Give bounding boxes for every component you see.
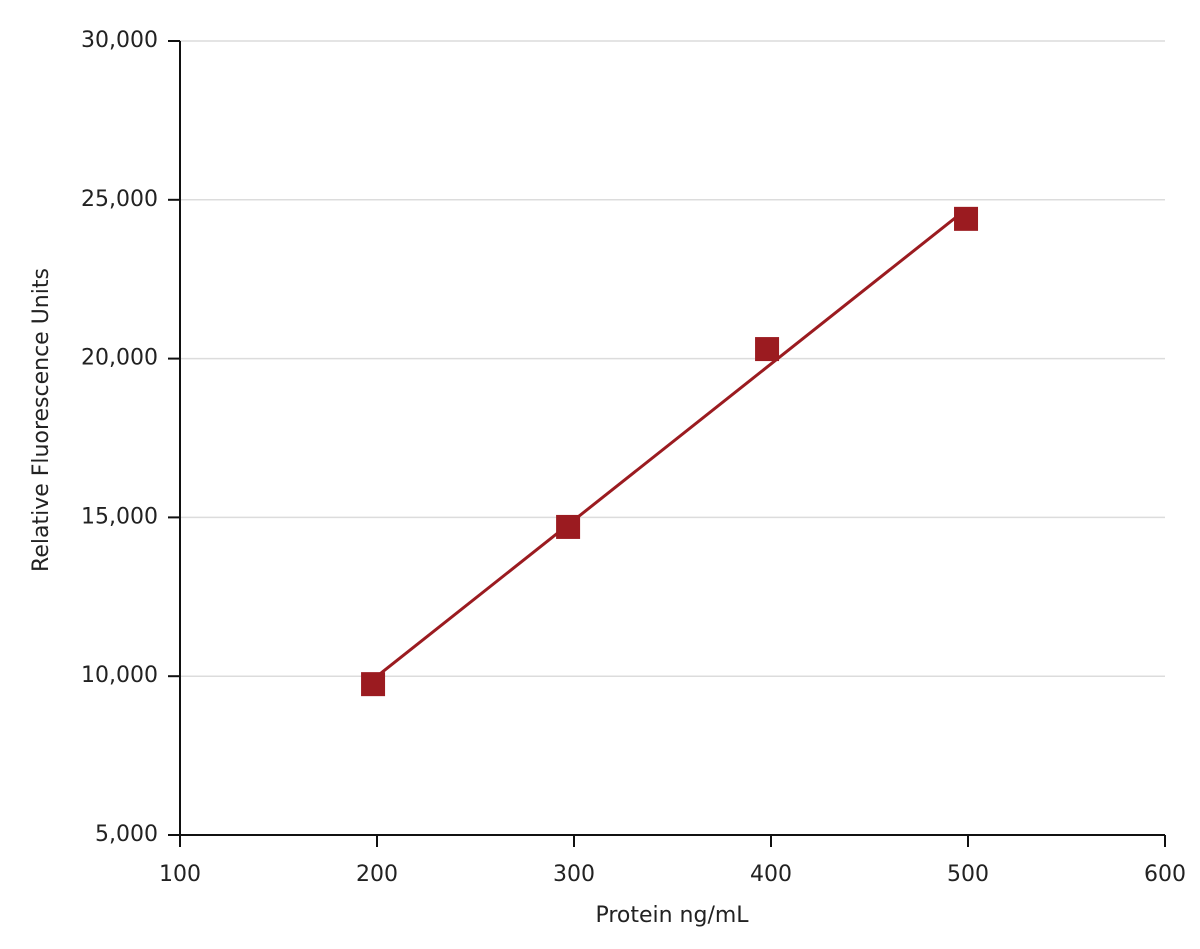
y-tick-label: 5,000 bbox=[95, 822, 158, 847]
x-axis-label: Protein ng/mL bbox=[595, 903, 749, 928]
y-tick-label: 15,000 bbox=[81, 504, 158, 529]
x-tick-label: 200 bbox=[356, 862, 398, 887]
y-tick-label: 20,000 bbox=[81, 346, 158, 371]
x-tick-label: 300 bbox=[553, 862, 595, 887]
data-point bbox=[954, 206, 979, 231]
y-tick-label: 30,000 bbox=[81, 28, 158, 53]
x-tick-label: 600 bbox=[1144, 862, 1186, 887]
y-tick-label: 10,000 bbox=[81, 663, 158, 688]
data-point bbox=[755, 337, 780, 362]
x-tick-label: 100 bbox=[159, 862, 201, 887]
data-point bbox=[361, 672, 386, 697]
data-point bbox=[556, 514, 581, 539]
y-tick-label: 25,000 bbox=[81, 187, 158, 212]
x-tick-label: 400 bbox=[750, 862, 792, 887]
trend-line bbox=[372, 208, 967, 681]
x-tick-label: 500 bbox=[947, 862, 989, 887]
y-axis-label: Relative Fluorescence Units bbox=[29, 268, 54, 572]
